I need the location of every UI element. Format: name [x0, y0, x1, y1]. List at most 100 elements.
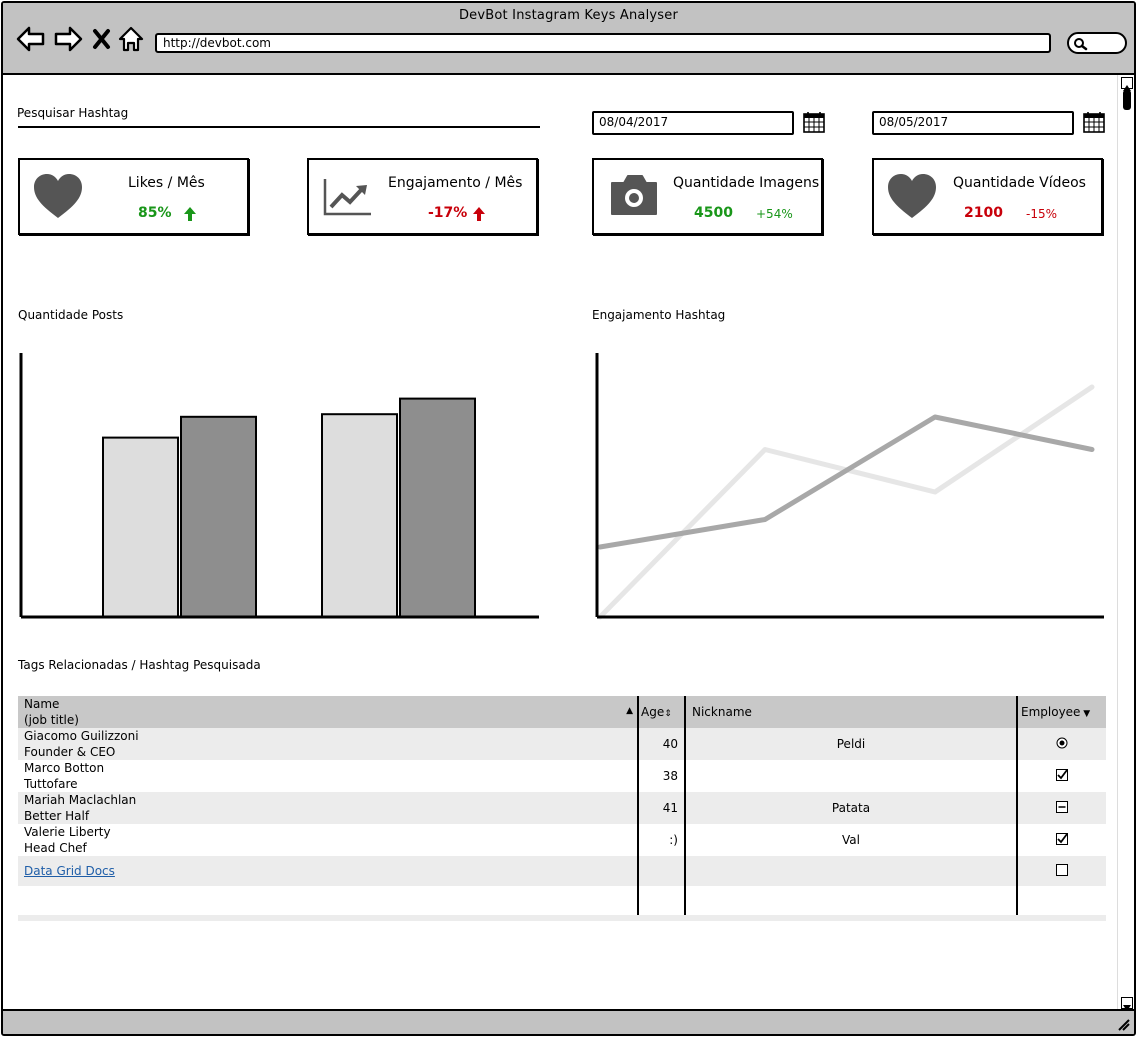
posts-chart-title: Quantidade Posts: [18, 308, 124, 322]
row-nickname: Val: [684, 824, 1017, 856]
stop-button[interactable]: [91, 23, 113, 55]
table-row[interactable]: Giacomo Guilizzoni Founder & CEO 40 Peld…: [18, 728, 1106, 760]
row-job-title: Tuttofare: [24, 777, 78, 791]
radio-selected-icon[interactable]: [1056, 737, 1068, 749]
row-age: 38: [637, 760, 685, 792]
row-name: Marco Botton: [24, 761, 105, 775]
line-chart-icon: [323, 179, 371, 216]
heart-icon: [34, 174, 82, 218]
table-row[interactable]: Mariah Maclachlan Better Half 41 Patata: [18, 792, 1106, 824]
heart-icon: [888, 174, 936, 218]
home-icon: [118, 26, 144, 52]
start-date-input[interactable]: 08/04/2017: [592, 111, 794, 135]
vertical-scrollbar[interactable]: [1117, 75, 1134, 1011]
checkbox-checked-icon[interactable]: [1056, 768, 1068, 781]
engagement-line-chart: [595, 353, 1104, 620]
videos-card: Quantidade Vídeos 2100 -15%: [872, 158, 1103, 235]
card-value: 4500: [694, 205, 733, 221]
table-row[interactable]: Data Grid Docs: [18, 856, 1106, 886]
window-title: DevBot Instagram Keys Analyser: [458, 8, 679, 23]
checkbox-indeterminate-icon[interactable]: [1056, 800, 1068, 813]
column-header-age[interactable]: Age⇕: [637, 696, 685, 728]
sort-descending-icon[interactable]: ▼: [1080, 709, 1091, 719]
card-title: Likes / Mês: [128, 175, 205, 191]
data-grid: Name (job title) ▲ Age⇕ Nickname Em: [18, 696, 1106, 924]
series-line: [597, 414, 1095, 550]
likes-card: Likes / Mês 85%: [18, 158, 249, 235]
card-value: -17%: [428, 205, 468, 221]
arrow-right-icon: [54, 26, 83, 52]
column-header-name[interactable]: Name (job title) ▲: [18, 696, 638, 728]
card-value: 85%: [138, 205, 172, 221]
search-underline: [18, 126, 540, 128]
bar: [399, 397, 476, 618]
column-header-nickname[interactable]: Nickname: [684, 696, 1017, 728]
series-line: [597, 384, 1095, 620]
row-age: 41: [637, 792, 685, 824]
scroll-thumb[interactable]: [1123, 90, 1131, 110]
browser-search-field[interactable]: [1067, 32, 1127, 54]
engagement-card: Engajamento / Mês -17%: [307, 158, 538, 235]
row-age: :): [637, 824, 685, 856]
table-row[interactable]: Valerie Liberty Head Chef :) Val: [18, 824, 1106, 856]
triangle-down-icon: [1123, 1005, 1131, 1011]
row-job-title: Better Half: [24, 809, 90, 823]
engagement-chart-title: Engajamento Hashtag: [592, 308, 726, 322]
row-name: Mariah Maclachlan: [24, 793, 137, 807]
page-content: Pesquisar Hashtag 08/04/2017 08/05/2017 …: [3, 75, 1118, 1011]
header-age-label: Age: [641, 705, 665, 719]
bar: [180, 415, 257, 618]
table-title: Tags Relacionadas / Hashtag Pesquisada: [18, 658, 261, 672]
triangle-up-icon: [1123, 85, 1131, 91]
row-nickname: Patata: [684, 792, 1017, 824]
arrow-up-icon: [184, 207, 196, 221]
hashtag-search-input[interactable]: Pesquisar Hashtag: [17, 106, 129, 120]
back-button[interactable]: [15, 23, 47, 55]
row-nickname: Peldi: [684, 728, 1017, 760]
table-header-row: Name (job title) ▲ Age⇕ Nickname Em: [18, 696, 1106, 728]
row-name: Giacomo Guilizzoni: [24, 729, 139, 743]
header-employee-label: Employee: [1021, 705, 1081, 719]
card-title: Quantidade Imagens: [673, 175, 820, 191]
bar: [102, 436, 179, 618]
card-change: +54%: [756, 207, 793, 221]
scroll-up-button[interactable]: [1121, 77, 1133, 91]
row-name: Valerie Liberty: [24, 825, 111, 839]
url-input[interactable]: http://devbot.com: [155, 33, 1051, 53]
row-nickname: [684, 760, 1017, 792]
browser-titlebar: DevBot Instagram Keys Analyser http://de…: [3, 3, 1134, 75]
card-title: Engajamento / Mês: [388, 175, 523, 191]
arrow-up-icon: [473, 207, 485, 221]
row-job-title: Founder & CEO: [24, 745, 116, 759]
header-name-label: Name: [24, 697, 60, 711]
forward-button[interactable]: [52, 23, 84, 55]
resize-grip-icon[interactable]: [1116, 1017, 1130, 1031]
card-title: Quantidade Vídeos: [953, 175, 1086, 191]
camera-icon: [611, 175, 657, 215]
header-name-sub: (job title): [24, 713, 79, 727]
header-nickname-label: Nickname: [692, 705, 752, 719]
images-card: Quantidade Imagens 4500 +54%: [592, 158, 823, 235]
bar: [321, 413, 398, 618]
checkbox-checked-icon[interactable]: [1056, 832, 1068, 845]
browser-statusbar: [3, 1009, 1134, 1034]
close-icon: [93, 29, 110, 49]
home-button[interactable]: [117, 23, 145, 55]
arrow-left-icon: [16, 26, 45, 52]
search-icon: [1074, 38, 1088, 51]
card-value: 2100: [964, 205, 1003, 221]
table-row[interactable]: Marco Botton Tuttofare 38: [18, 760, 1106, 792]
sort-ascending-icon[interactable]: ▲: [626, 706, 633, 716]
sort-both-icon[interactable]: ⇕: [664, 709, 672, 719]
row-job-title: Head Chef: [24, 841, 87, 855]
end-date-input[interactable]: 08/05/2017: [872, 111, 1074, 135]
calendar-icon[interactable]: [802, 110, 826, 134]
scroll-down-button[interactable]: [1121, 997, 1133, 1011]
calendar-icon[interactable]: [1082, 110, 1106, 134]
table-row-empty: [18, 886, 1106, 918]
checkbox-empty-icon[interactable]: [1056, 863, 1068, 876]
card-change: -15%: [1026, 207, 1058, 221]
column-header-employee[interactable]: Employee ▼: [1016, 696, 1106, 728]
data-grid-docs-link[interactable]: Data Grid Docs: [24, 864, 115, 878]
row-age: 40: [637, 728, 685, 760]
